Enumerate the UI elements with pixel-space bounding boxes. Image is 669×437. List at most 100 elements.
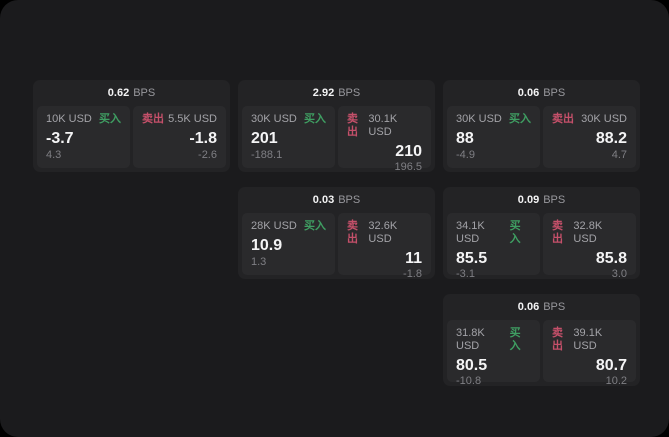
buy-price: 10.9 [251,237,283,254]
spread-value: 0.03 [312,194,335,206]
buy-panel-top: 10K USD 买入 [46,113,121,126]
buy-amount: 30K USD [251,113,297,125]
quote-card-1: 0.62 BPS 10K USD 买入 -3.7 4.3 卖出 5.5K USD [33,80,230,172]
spread-unit: BPS [338,87,361,99]
sell-panel[interactable]: 卖出 30.1K USD 210 196.5 [338,106,431,173]
sell-amount: 30.1K USD [368,113,398,138]
sell-panel[interactable]: 卖出 32.6K USD 11 -1.8 [338,213,431,280]
spread-header: 0.06 BPS [447,294,636,320]
sell-amount: 5.5K USD [168,113,217,125]
buy-panel[interactable]: 30K USD 买入 201 -188.1 [242,106,335,168]
quote-card-5: 0.09 BPS 34.1K USD 买入 85.5 -3.1 卖出 32.8K… [443,187,640,280]
sell-panel[interactable]: 卖出 30K USD 88.2 4.7 [543,106,636,168]
sell-amount: 30K USD [581,113,627,125]
spread-value: 2.92 [312,87,335,99]
sell-sub-value: 3.0 [611,268,627,280]
quote-panels: 30K USD 买入 88 -4.9 卖出 30K USD 88.2 4.7 [447,106,636,168]
sell-price: -1.8 [189,130,217,147]
sell-sub-value: 196.5 [394,161,422,173]
sell-side-label: 卖出 [347,113,358,138]
spread-header: 0.06 BPS [447,80,636,106]
sell-panel-top: 卖出 30K USD [552,113,627,126]
sell-price: 210 [395,143,422,160]
spread-value: 0.09 [517,194,540,206]
quote-card-3: 0.06 BPS 30K USD 买入 88 -4.9 卖出 30K USD [443,80,640,172]
spread-header: 0.03 BPS [242,187,431,213]
sell-amount: 32.6K USD [368,220,398,245]
sell-price: 80.7 [595,357,627,374]
buy-side-label: 买入 [304,113,326,125]
buy-panel[interactable]: 30K USD 买入 88 -4.9 [447,106,540,168]
quote-panels: 30K USD 买入 201 -188.1 卖出 30.1K USD 210 1… [242,106,431,173]
spread-unit: BPS [338,194,361,206]
buy-sub-value: 1.3 [251,256,267,268]
quote-panels: 28K USD 买入 10.9 1.3 卖出 32.6K USD 11 -1.8 [242,213,431,280]
buy-panel-top: 34.1K USD 买入 [456,220,531,246]
buy-sub-value: 4.3 [46,149,62,161]
sell-panel-top: 卖出 32.8K USD [552,220,627,246]
sell-sub-value: 4.7 [611,149,627,161]
quote-card-4: 0.03 BPS 28K USD 买入 10.9 1.3 卖出 32.6K US… [238,187,435,280]
buy-panel-top: 30K USD 买入 [251,113,326,126]
buy-sub-value: -3.1 [456,268,475,280]
buy-price: 201 [251,130,278,147]
spread-value: 0.62 [107,87,130,99]
buy-amount: 10K USD [46,113,92,125]
buy-panel-top: 28K USD 买入 [251,220,326,233]
spread-value: 0.06 [517,301,540,313]
quote-panels: 10K USD 买入 -3.7 4.3 卖出 5.5K USD -1.8 -2.… [37,106,226,168]
buy-panel-top: 31.8K USD 买入 [456,327,531,353]
buy-panel[interactable]: 34.1K USD 买入 85.5 -3.1 [447,213,540,280]
buy-panel-top: 30K USD 买入 [456,113,531,126]
spread-unit: BPS [543,301,566,313]
buy-price: 85.5 [456,250,488,267]
buy-price: 88 [456,130,474,147]
quote-card-2: 2.92 BPS 30K USD 买入 201 -188.1 卖出 30.1K … [238,80,435,173]
sell-amount: 32.8K USD [573,220,603,245]
buy-amount: 31.8K USD [456,327,485,352]
buy-side-label: 买入 [509,327,521,352]
sell-price: 85.8 [595,250,627,267]
sell-side-label: 卖出 [552,113,574,125]
spread-unit: BPS [543,194,566,206]
sell-panel-top: 卖出 32.6K USD [347,220,422,246]
buy-side-label: 买入 [304,220,326,232]
spread-value: 0.06 [517,87,540,99]
sell-side-label: 卖出 [142,113,164,125]
spread-unit: BPS [133,87,156,99]
sell-price: 88.2 [595,130,627,147]
quote-cards-grid: 0.62 BPS 10K USD 买入 -3.7 4.3 卖出 5.5K USD [33,80,640,387]
buy-price: -3.7 [46,130,74,147]
quote-panels: 31.8K USD 买入 80.5 -10.8 卖出 39.1K USD 80.… [447,320,636,387]
sell-sub-value: 10.2 [605,375,627,387]
sell-sub-value: -2.6 [198,149,217,161]
sell-side-label: 卖出 [347,220,358,245]
buy-sub-value: -10.8 [456,375,482,387]
buy-panel[interactable]: 31.8K USD 买入 80.5 -10.8 [447,320,540,387]
sell-price: 11 [405,250,422,267]
sell-panel[interactable]: 卖出 32.8K USD 85.8 3.0 [543,213,636,280]
spread-unit: BPS [543,87,566,99]
buy-side-label: 买入 [509,113,531,125]
buy-side-label: 买入 [99,113,121,125]
spread-header: 0.62 BPS [37,80,226,106]
sell-panel-top: 卖出 30.1K USD [347,113,422,139]
buy-panel[interactable]: 28K USD 买入 10.9 1.3 [242,213,335,275]
buy-panel[interactable]: 10K USD 买入 -3.7 4.3 [37,106,130,168]
sell-panel[interactable]: 卖出 5.5K USD -1.8 -2.6 [133,106,226,168]
buy-price: 80.5 [456,357,488,374]
sell-panel-top: 卖出 39.1K USD [552,327,627,353]
sell-panel-top: 卖出 5.5K USD [142,113,217,126]
sell-sub-value: -1.8 [403,268,422,280]
buy-amount: 28K USD [251,220,297,232]
buy-amount: 34.1K USD [456,220,485,245]
spread-header: 2.92 BPS [242,80,431,106]
buy-side-label: 买入 [509,220,521,245]
sell-side-label: 卖出 [552,220,563,245]
quote-panels: 34.1K USD 买入 85.5 -3.1 卖出 32.8K USD 85.8… [447,213,636,280]
sell-panel[interactable]: 卖出 39.1K USD 80.7 10.2 [543,320,636,387]
buy-sub-value: -4.9 [456,149,475,161]
quote-card-6: 0.06 BPS 31.8K USD 买入 80.5 -10.8 卖出 39.1… [443,294,640,387]
buy-sub-value: -188.1 [251,149,283,161]
